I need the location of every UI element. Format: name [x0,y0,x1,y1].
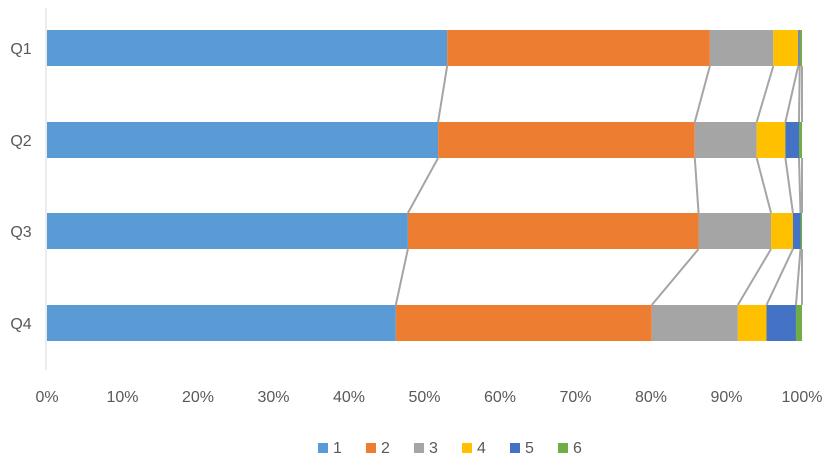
bar-q3-series-4 [771,213,793,249]
bar-q4-series-6 [795,305,802,341]
series-line-4-q3 [765,248,794,306]
series-line-2-q3 [650,248,700,306]
bar-q1-series-6 [799,30,802,66]
category-label-q4: Q4 [10,316,31,333]
series-line-5-q2 [797,157,802,214]
legend-label-5: 5 [525,440,534,457]
series-line-3-q3 [736,248,772,306]
bar-q3-series-6 [800,213,802,249]
series-line-5-q3 [794,248,802,306]
bar-q3-series-5 [792,213,801,249]
legend-swatch-1 [318,443,328,453]
legend-label-6: 6 [573,440,582,457]
x-tick-label: 80% [635,389,667,406]
legend-label-4: 4 [477,440,486,457]
x-tick-label: 100% [782,389,823,406]
x-tick-label: 50% [408,389,440,406]
legend-swatch-5 [510,443,520,453]
bars [47,30,802,341]
category-label-q2: Q2 [10,133,31,150]
bar-q2-series-4 [756,122,786,158]
bar-q1-series-1 [47,30,448,66]
x-axis-tick-labels: 0% 10% 20% 30% 40% 50% 60% 70% 80% 90% 100% [35,389,822,406]
bar-q4-series-4 [737,305,767,341]
legend-swatch-4 [462,443,472,453]
legend: 1 2 3 4 5 6 [318,440,582,457]
legend-label-3: 3 [429,440,438,457]
bar-q2-series-1 [47,122,439,158]
bar-q3-series-3 [698,213,772,249]
bar-q2-series-3 [694,122,757,158]
x-tick-label: 40% [333,389,365,406]
legend-swatch-6 [558,443,568,453]
series-line-1-q1 [437,65,449,123]
legend-label-2: 2 [381,440,390,457]
bar-q1-series-4 [773,30,799,66]
series-line-3-q1 [755,65,775,123]
bar-q3-series-1 [47,213,408,249]
x-tick-label: 0% [35,389,58,406]
bar-q4-series-5 [766,305,796,341]
x-tick-label: 20% [182,389,214,406]
bar-q4-series-1 [47,305,396,341]
series-line-4-q2 [784,157,794,214]
bar-q2-series-5 [785,122,799,158]
legend-swatch-3 [414,443,424,453]
series-line-1-q3 [394,248,409,306]
bar-q1-series-2 [447,30,710,66]
series-lines [394,65,803,306]
legend-label-1: 1 [333,440,342,457]
bar-q4-series-2 [395,305,652,341]
bar-q2-series-2 [438,122,695,158]
bar-q4-series-3 [651,305,738,341]
x-tick-label: 90% [710,389,742,406]
x-tick-label: 30% [257,389,289,406]
bar-q1-series-3 [709,30,774,66]
bar-q2-series-6 [798,122,802,158]
x-tick-label: 70% [559,389,591,406]
series-line-2-q1 [693,65,711,123]
category-label-q1: Q1 [10,41,31,58]
series-line-2-q2 [693,157,700,214]
bar-q1-series-5 [798,30,800,66]
category-labels: Q1 Q2 Q3 Q4 [10,41,31,333]
series-line-3-q2 [755,157,773,214]
category-label-q3: Q3 [10,224,31,241]
legend-swatch-2 [366,443,376,453]
bar-q3-series-2 [407,213,699,249]
series-line-1-q2 [407,157,439,214]
series-line-4-q1 [784,65,800,123]
series-line-5-q1 [797,65,801,123]
x-tick-label: 10% [106,389,138,406]
x-tick-label: 60% [484,389,516,406]
